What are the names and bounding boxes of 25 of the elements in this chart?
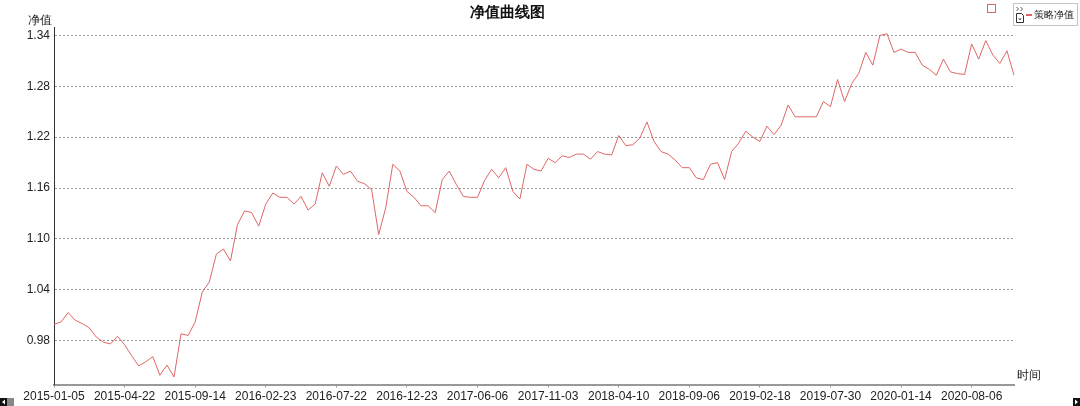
- x-tick-label: 2017-11-03: [517, 389, 579, 404]
- chart-title: 净值曲线图: [469, 3, 545, 21]
- x-tick-label: 2020-01-14: [870, 389, 933, 404]
- legend-label: 策略净值: [1034, 8, 1074, 21]
- x-tick-label: 2016-12-23: [376, 389, 438, 404]
- x-tick-label: 2015-01-05: [23, 389, 86, 404]
- y-tick-label: 0.98: [26, 332, 51, 347]
- x-tick-label: 2019-02-18: [729, 389, 791, 404]
- y-tick-label: 1.10: [26, 231, 51, 246]
- x-tick-label: 2016-02-23: [235, 389, 297, 404]
- x-tick-label: 2015-04-22: [93, 389, 156, 404]
- x-tick-label: 2017-06-06: [446, 389, 509, 404]
- x-axis-title: 时间: [1017, 367, 1041, 382]
- y-axis-title: 净值: [28, 13, 52, 28]
- x-tick-label: 2019-07-30: [799, 389, 862, 404]
- y-tick-label: 1.16: [26, 180, 51, 195]
- x-tick-label: 2015-09-14: [164, 389, 227, 404]
- x-tick-label: 2020-08-06: [940, 389, 1003, 404]
- x-tick-label: 2018-09-06: [658, 389, 721, 404]
- y-tick-label: 1.28: [26, 78, 51, 93]
- x-tick-label: 2016-07-22: [305, 389, 368, 404]
- y-tick-label: 1.34: [26, 27, 51, 42]
- y-tick-label: 1.04: [26, 282, 51, 296]
- x-tick-label: 2018-04-10: [588, 389, 650, 404]
- y-tick-label: 1.22: [26, 129, 51, 144]
